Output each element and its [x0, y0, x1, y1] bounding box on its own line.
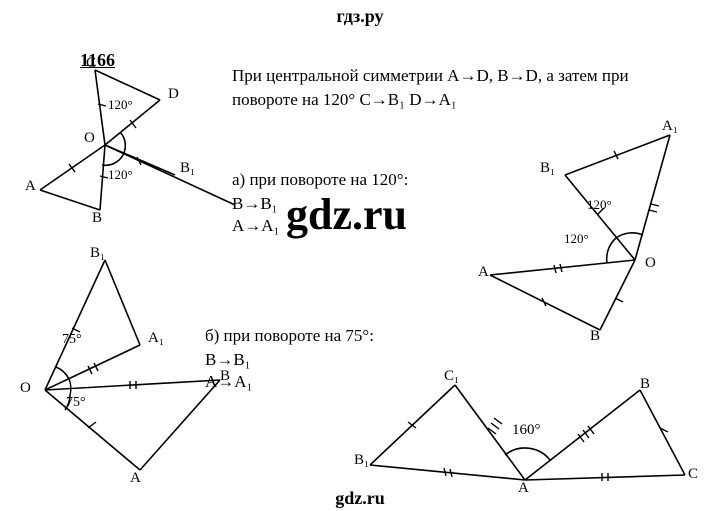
d3-B1: B₁ — [90, 245, 105, 262]
d2-ang1: 120° — [587, 198, 612, 213]
d4-A: A — [518, 480, 529, 497]
part-a-l1: B→B₁ — [232, 194, 278, 214]
d2-ang2: 120° — [564, 232, 589, 247]
diagram-3 — [20, 250, 230, 480]
diagram-2 — [470, 120, 700, 340]
d1-ang1: 120° — [108, 98, 133, 113]
d4-B1: B₁ — [354, 452, 369, 469]
part-a-l2: A→A₁ — [232, 216, 279, 236]
d4-C: C — [688, 466, 698, 483]
d3-ang2: 75° — [66, 395, 86, 411]
intro-line-1: При центральной симметрии A→D, B→D, а за… — [232, 66, 629, 86]
d3-A: A — [130, 470, 141, 487]
d2-A: A — [478, 264, 489, 281]
part-b-title: б) при повороте на 75°: — [205, 326, 374, 346]
d3-B: B — [220, 368, 230, 385]
d1-A: A — [25, 178, 36, 195]
diagram-1 — [30, 60, 230, 220]
d2-B1: B₁ — [540, 160, 555, 177]
d3-ang1: 75° — [62, 332, 82, 348]
d2-O: O — [645, 255, 656, 272]
d4-B: B — [640, 376, 650, 393]
d1-C: C — [86, 55, 96, 72]
d3-A1: A₁ — [148, 330, 164, 347]
d4-ang: 160° — [512, 422, 541, 439]
watermark-center: gdz.ru — [286, 190, 407, 241]
d2-A1: A₁ — [662, 118, 678, 135]
d1-B1: B₁ — [180, 160, 195, 177]
d4-C1: C₁ — [444, 368, 459, 385]
d2-B: B — [590, 328, 600, 345]
page-header: гдз.ру — [0, 6, 720, 27]
intro-line-2: повороте на 120° C→B₁ D→A₁ — [232, 90, 457, 110]
d1-D: D — [168, 86, 179, 103]
part-a-title: а) при повороте на 120°: — [232, 170, 408, 190]
d3-O: O — [20, 380, 31, 397]
d1-ang2: 120° — [108, 168, 133, 183]
d1-B: B — [92, 210, 102, 227]
d1-O: O — [84, 130, 95, 147]
